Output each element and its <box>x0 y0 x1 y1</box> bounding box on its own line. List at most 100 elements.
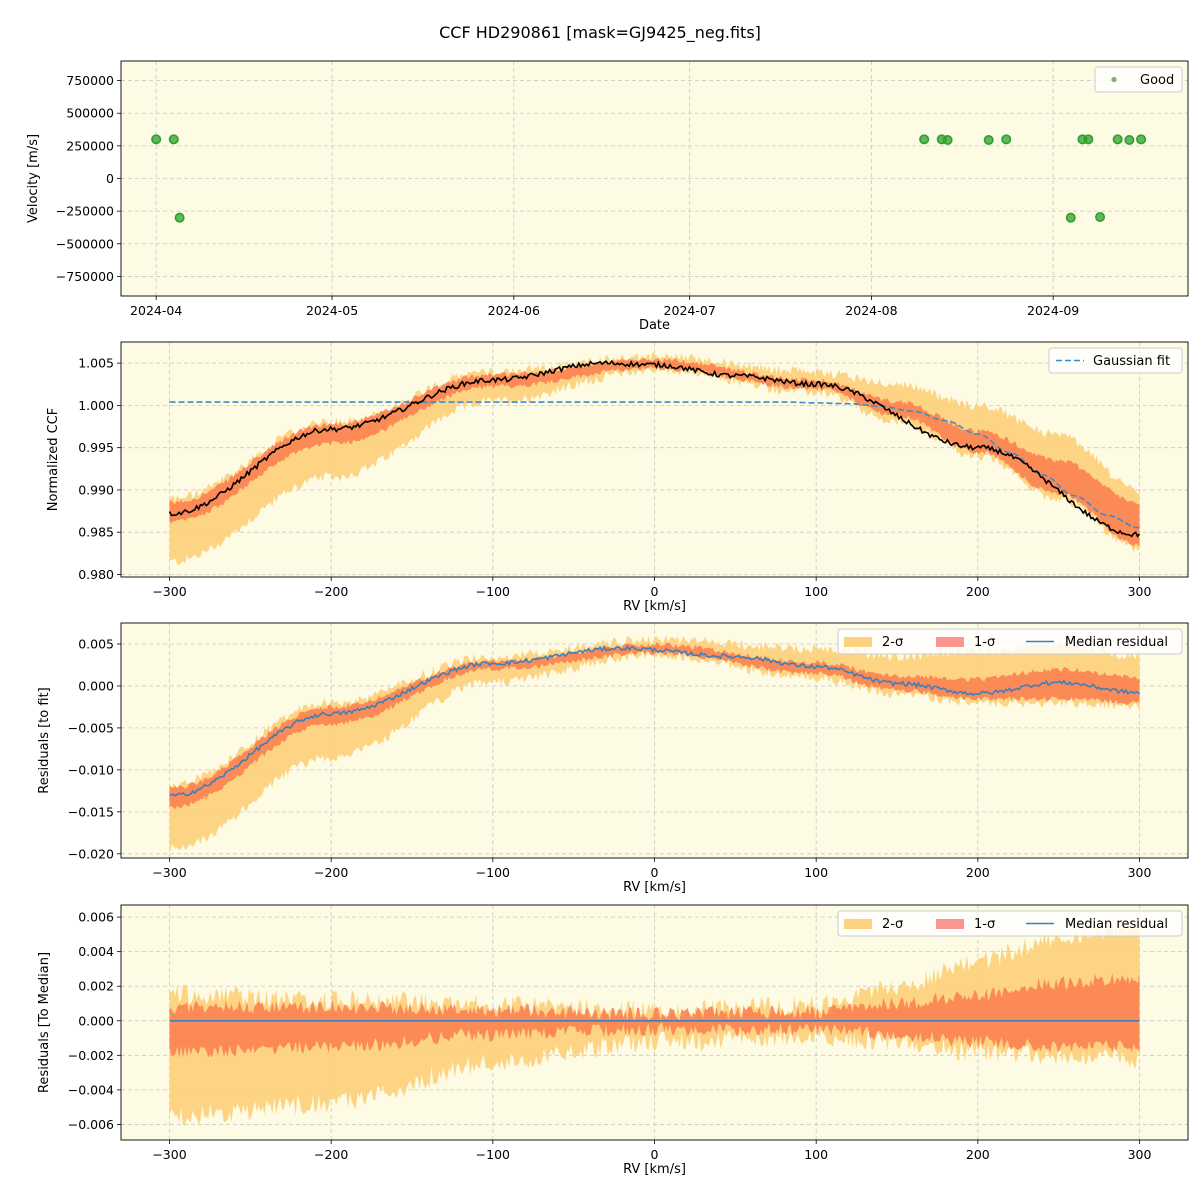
legend-label-median: Median residual <box>1065 917 1168 932</box>
y-tick-label: −500000 <box>56 236 114 251</box>
plot-data <box>151 134 1147 223</box>
legend-marker-sigma2 <box>844 637 872 647</box>
y-tick-label: 0.000 <box>78 678 114 693</box>
panel-2: −300 −200 −100 0 100 200 300 0.980 0.985 0.990 0.9… <box>46 341 1189 614</box>
y-tick-label: −0.020 <box>68 846 114 861</box>
series-good <box>151 134 1147 223</box>
y-tick-label: 500000 <box>66 106 114 121</box>
plot-data <box>168 351 1141 565</box>
legend-frame <box>837 628 1183 655</box>
legend-label-median: Median residual <box>1065 635 1168 650</box>
legend-frame <box>837 910 1183 937</box>
y-axis-label: Residuals [To Median] <box>37 952 52 1093</box>
x-axis-label: RV [km/s] <box>623 1162 686 1177</box>
axes-frame: 2024-04 2024-05 2024-06 2024-07 2024-08 2024-… <box>26 60 1189 333</box>
x-tick-label: 2024-05 <box>306 303 358 318</box>
x-tick-label: 2024-06 <box>488 303 540 318</box>
legend-frame <box>1094 66 1183 93</box>
x-tick-label: 300 <box>1128 1147 1152 1162</box>
legend-marker-sigma1 <box>936 637 964 647</box>
x-tick-label: −100 <box>476 1147 510 1162</box>
data-point <box>168 134 179 145</box>
y-tick-label: 0.004 <box>78 944 114 959</box>
legend-frame <box>1048 347 1183 374</box>
x-tick-label: 100 <box>804 584 828 599</box>
y-tick-label: 0.980 <box>78 567 114 582</box>
data-point <box>1001 134 1012 145</box>
axes-frame: −300 −200 −100 0 100 200 300 0.005 0.000 −0.005 −0… <box>37 622 1189 895</box>
y-tick-label: 0.995 <box>78 440 114 455</box>
y-tick-label: 0.990 <box>78 482 114 497</box>
legend-label-sigma2: 2-σ <box>882 917 903 932</box>
data-point <box>1112 134 1123 145</box>
x-tick-label: −100 <box>476 865 510 880</box>
legend: Gaussian fit <box>1048 347 1183 374</box>
x-tick-label: 2024-04 <box>130 303 182 318</box>
axes-border <box>120 341 1189 578</box>
panel-4: −300 −200 −100 0 100 200 300 0.006 0.004 0.002 0.0… <box>37 904 1189 1177</box>
legend-label-sigma1: 1-σ <box>974 917 995 932</box>
y-tick-label: 1.005 <box>78 356 114 371</box>
panels: 2024-04 2024-05 2024-06 2024-07 2024-08 2024-… <box>26 60 1189 1177</box>
y-tick-label: 1.000 <box>78 398 114 413</box>
legend: Good <box>1094 66 1183 93</box>
x-axis-label: RV [km/s] <box>623 599 686 614</box>
sigma1-band <box>169 973 1140 1059</box>
x-tick-label: −200 <box>314 1147 348 1162</box>
x-tick-label: 200 <box>966 865 990 880</box>
y-tick-label: 0.005 <box>78 636 114 651</box>
y-axis-label: Velocity [m/s] <box>26 134 41 223</box>
y-axis-label: Residuals [to fit] <box>37 687 52 793</box>
x-tick-label: 300 <box>1128 865 1152 880</box>
y-tick-label: −0.010 <box>68 762 114 777</box>
y-tick-label: 250000 <box>66 138 114 153</box>
y-tick-label: 0.002 <box>78 979 114 994</box>
axes-frame: −300 −200 −100 0 100 200 300 0.980 0.985 0.990 0.9… <box>46 341 1189 614</box>
data-point <box>1065 212 1076 223</box>
legend-marker-sigma1 <box>936 919 964 929</box>
x-tick-label: −300 <box>152 1147 186 1162</box>
x-tick-label: 0 <box>651 584 659 599</box>
data-point <box>983 134 994 145</box>
legend-label-gaussian: Gaussian fit <box>1093 354 1170 369</box>
legend-label-sigma2: 2-σ <box>882 635 903 650</box>
y-tick-label: −0.015 <box>68 804 114 819</box>
y-tick-label: −0.006 <box>68 1117 114 1132</box>
x-tick-label: −200 <box>314 584 348 599</box>
x-tick-label: 2024-07 <box>664 303 716 318</box>
grid <box>121 61 1188 296</box>
sigma1-band <box>169 358 1140 547</box>
data-point <box>1083 134 1094 145</box>
x-tick-label: −300 <box>152 584 186 599</box>
y-tick-label: −0.002 <box>68 1048 114 1063</box>
legend-label-good: Good <box>1140 73 1174 88</box>
y-tick-label: 0.000 <box>78 1013 114 1028</box>
y-tick-label: −0.004 <box>68 1082 114 1097</box>
x-tick-label: 200 <box>966 584 990 599</box>
plot-data <box>169 635 1141 854</box>
data-point <box>1095 212 1106 223</box>
data-point <box>1124 134 1135 145</box>
median-residual-line <box>169 644 1141 797</box>
plot-data <box>169 915 1140 1126</box>
x-tick-label: 2024-09 <box>1027 303 1079 318</box>
data-point <box>151 134 162 145</box>
y-tick-label: −0.005 <box>68 720 114 735</box>
y-axis-label: Normalized CCF <box>46 408 61 512</box>
ccf-line <box>168 359 1141 538</box>
legend-marker-sigma2 <box>844 919 872 929</box>
x-tick-label: 300 <box>1128 584 1152 599</box>
gaussian-fit-line <box>169 401 1140 529</box>
x-tick-label: −100 <box>476 584 510 599</box>
axes-frame: −300 −200 −100 0 100 200 300 0.006 0.004 0.002 0.0… <box>37 904 1189 1177</box>
y-tick-label: 0 <box>106 171 114 186</box>
x-axis-label: RV [km/s] <box>623 880 686 895</box>
x-axis-label: Date <box>639 318 670 333</box>
legend-marker-good <box>1111 76 1117 83</box>
x-tick-label: 0 <box>651 865 659 880</box>
y-tick-label: 0.006 <box>78 910 114 925</box>
y-tick-label: −250000 <box>56 204 114 219</box>
y-tick-label: 0.985 <box>78 525 114 540</box>
axes-border <box>120 60 1189 297</box>
x-tick-label: −300 <box>152 865 186 880</box>
